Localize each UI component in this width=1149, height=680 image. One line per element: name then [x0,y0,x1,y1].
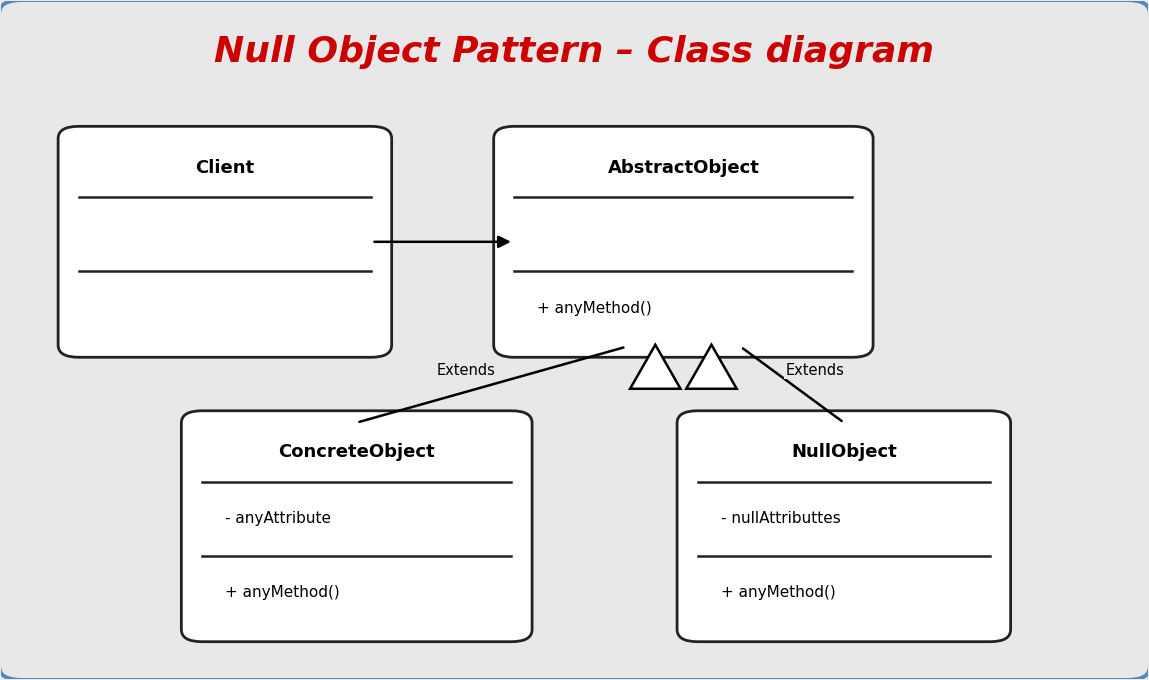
FancyBboxPatch shape [182,411,532,642]
Text: Extends: Extends [437,363,495,378]
Polygon shape [686,345,737,389]
Text: + anyMethod(): + anyMethod() [720,585,835,600]
Text: + anyMethod(): + anyMethod() [538,301,651,316]
Polygon shape [630,345,680,389]
Text: Extends: Extends [786,363,845,378]
Text: Client: Client [195,159,254,177]
Text: NullObject: NullObject [791,443,896,462]
Text: Null Object Pattern – Class diagram: Null Object Pattern – Class diagram [215,35,934,69]
Text: ConcreteObject: ConcreteObject [278,443,435,462]
Text: AbstractObject: AbstractObject [608,159,759,177]
Text: - nullAttributtes: - nullAttributtes [720,511,840,526]
FancyBboxPatch shape [59,126,392,357]
Text: - anyAttribute: - anyAttribute [225,511,331,526]
Text: + anyMethod(): + anyMethod() [225,585,340,600]
FancyBboxPatch shape [494,126,873,357]
FancyBboxPatch shape [677,411,1011,642]
